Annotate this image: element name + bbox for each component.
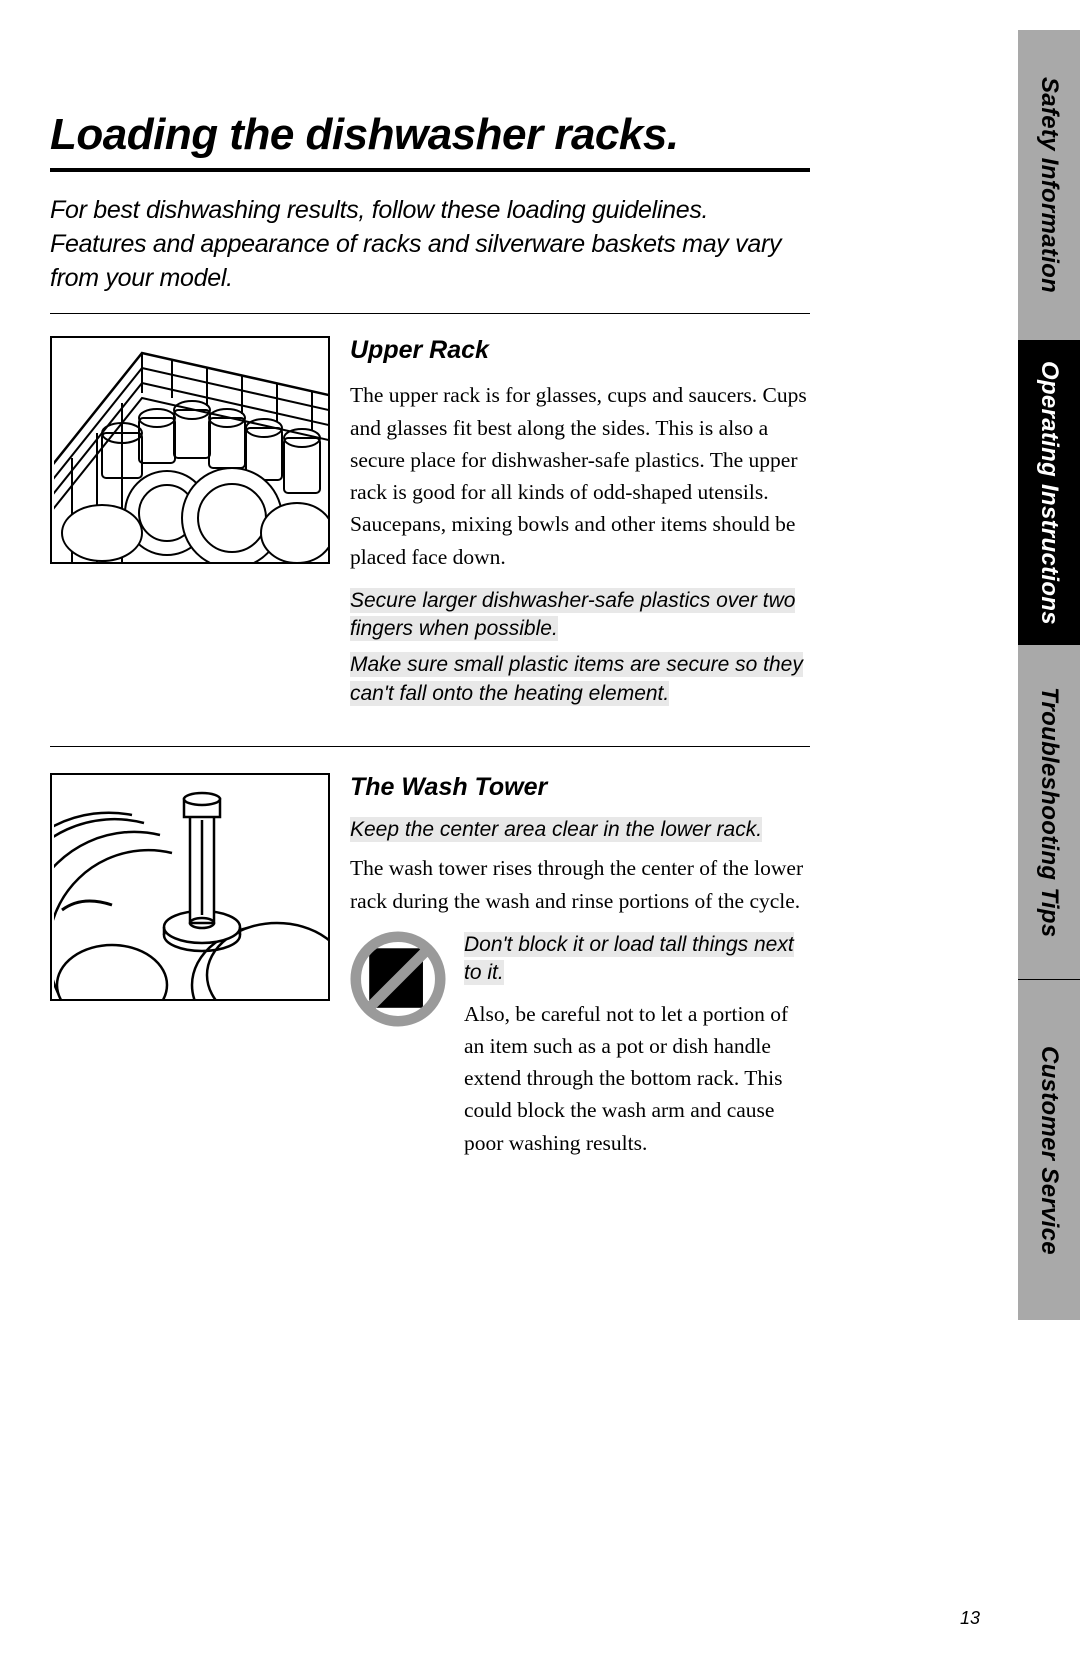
section-wash-tower: The Wash Tower Keep the center area clea…: [50, 773, 810, 1203]
illustration-wash-tower: [50, 773, 330, 1173]
side-tabs: Safety Information Operating Instruction…: [1018, 30, 1080, 1580]
tab-customer-service[interactable]: Customer Service: [1018, 980, 1080, 1320]
body-wash-tower: The wash tower rises through the center …: [350, 852, 810, 917]
rack-illustration-icon: [52, 338, 330, 564]
body-upper-rack: The upper rack is for glasses, cups and …: [350, 379, 810, 573]
subhead-upper-rack: Upper Rack: [350, 336, 810, 365]
no-symbol-icon: [350, 931, 446, 1173]
page-content: Loading the dishwasher racks. For best d…: [50, 110, 810, 1203]
callout-2: Make sure small plastic items are secure…: [350, 651, 810, 708]
tab-operating-instructions[interactable]: Operating Instructions: [1018, 340, 1080, 645]
intro-text: For best dishwashing results, follow the…: [50, 194, 810, 314]
tab-safety-information[interactable]: Safety Information: [1018, 30, 1080, 340]
warning-subsection: Don't block it or load tall things next …: [350, 931, 810, 1173]
callout-1: Secure larger dishwasher-safe plastics o…: [350, 587, 810, 644]
body-warn: Also, be careful not to let a portion of…: [464, 998, 810, 1159]
page-number: 13: [960, 1608, 980, 1629]
callout-pre: Keep the center area clear in the lower …: [350, 816, 810, 844]
illustration-upper-rack: [50, 336, 330, 716]
tab-troubleshooting-tips[interactable]: Troubleshooting Tips: [1018, 645, 1080, 980]
subhead-wash-tower: The Wash Tower: [350, 773, 810, 802]
callout-warn: Don't block it or load tall things next …: [464, 931, 810, 988]
section-upper-rack: Upper Rack The upper rack is for glasses…: [50, 336, 810, 747]
wash-tower-illustration-icon: [52, 775, 330, 1001]
page-title: Loading the dishwasher racks.: [50, 110, 810, 172]
